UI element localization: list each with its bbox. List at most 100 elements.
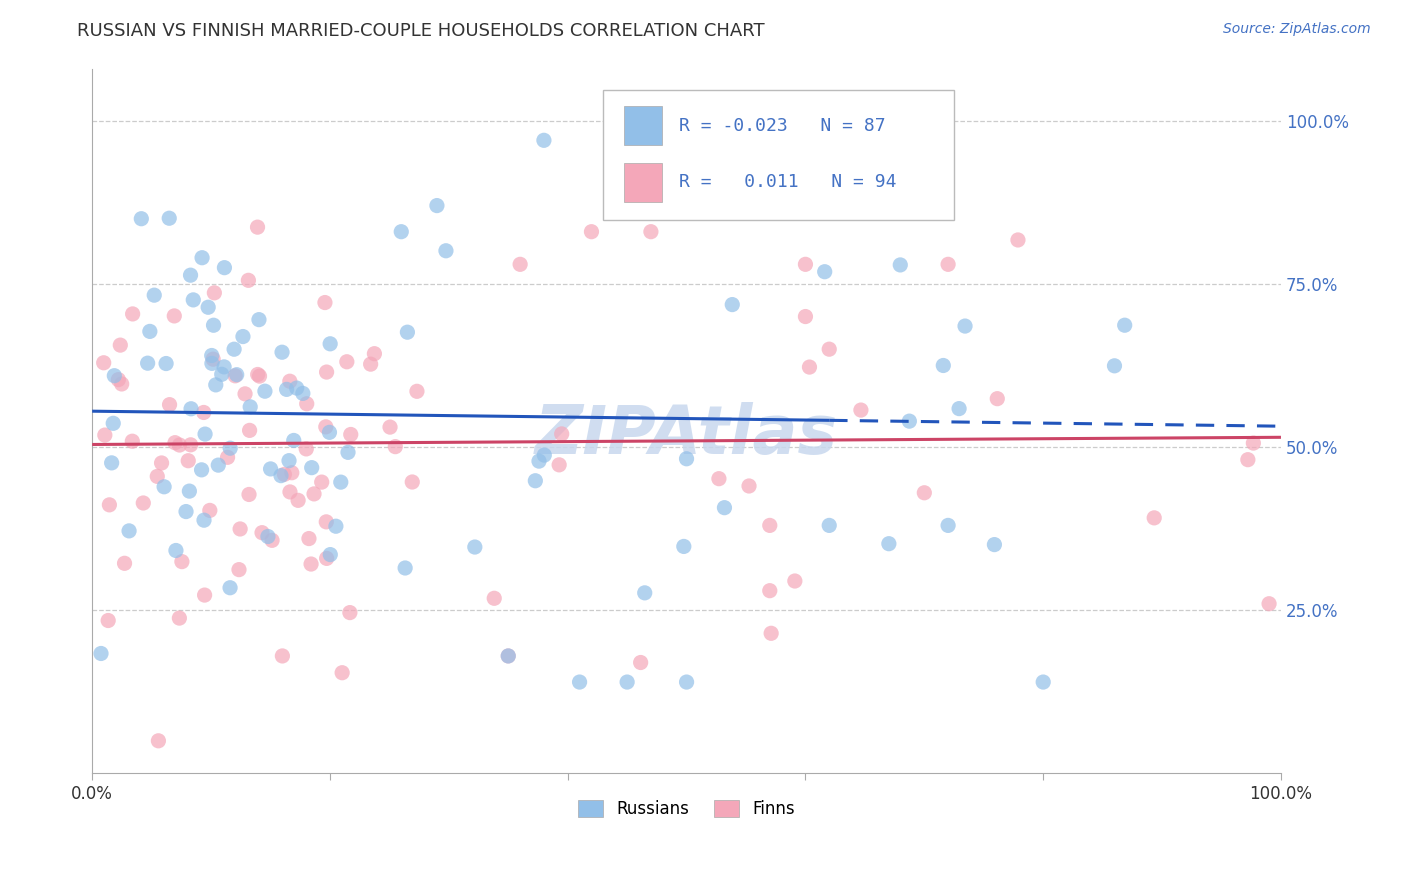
Russians [276, 383, 298, 397]
Text: Source: ZipAtlas.com: Source: ZipAtlas.com [1223, 22, 1371, 37]
Finns [707, 472, 730, 486]
Finns [94, 428, 117, 442]
Finns [1241, 436, 1264, 450]
Russians [713, 500, 735, 515]
Russians [464, 540, 486, 554]
Finns [1007, 233, 1029, 247]
Finns [314, 295, 336, 310]
Finns [849, 403, 872, 417]
Finns [1237, 452, 1260, 467]
Finns [759, 626, 782, 640]
Finns [360, 357, 382, 371]
Russians [155, 357, 177, 371]
Russians [877, 537, 900, 551]
Russians [389, 225, 412, 239]
Russians [180, 268, 202, 282]
Finns [1258, 597, 1281, 611]
Russians [818, 518, 841, 533]
Finns [315, 420, 337, 434]
Finns [114, 557, 136, 571]
Finns [97, 614, 120, 628]
Finns [551, 426, 574, 441]
Russians [396, 325, 419, 339]
Russians [675, 675, 697, 690]
Finns [295, 397, 318, 411]
Russians [253, 384, 276, 399]
Finns [783, 574, 806, 588]
Russians [983, 538, 1005, 552]
Russians [118, 524, 141, 538]
Russians [225, 368, 247, 382]
Russians [953, 319, 976, 334]
Russians [180, 401, 202, 416]
Finns [163, 309, 186, 323]
Russians [202, 318, 225, 333]
Finns [758, 583, 780, 598]
Finns [339, 427, 361, 442]
Russians [285, 381, 308, 395]
Russians [527, 454, 550, 468]
Finns [170, 555, 193, 569]
Russians [207, 458, 229, 472]
Finns [548, 458, 571, 472]
Russians [1114, 318, 1136, 333]
Finns [202, 352, 225, 367]
Finns [180, 438, 202, 452]
Finns [281, 466, 304, 480]
Text: R =   0.011   N = 94: R = 0.011 N = 94 [679, 173, 897, 192]
Finns [581, 225, 603, 239]
Finns [986, 392, 1008, 406]
Russians [191, 251, 214, 265]
Russians [219, 581, 242, 595]
Russians [143, 288, 166, 302]
Russians [194, 427, 217, 442]
Russians [533, 133, 555, 147]
Finns [121, 307, 143, 321]
Russians [153, 480, 176, 494]
Russians [212, 359, 235, 374]
Russians [239, 400, 262, 414]
Russians [259, 462, 281, 476]
Russians [270, 468, 292, 483]
Russians [174, 505, 197, 519]
Russians [721, 297, 744, 311]
Finns [311, 475, 333, 489]
Russians [197, 300, 219, 314]
Russians [139, 325, 162, 339]
Finns [1143, 511, 1166, 525]
Russians [131, 211, 153, 226]
Russians [568, 675, 591, 690]
Russians [214, 260, 236, 275]
Russians [634, 586, 657, 600]
Finns [177, 453, 200, 467]
Finns [146, 469, 169, 483]
Finns [287, 493, 309, 508]
Russians [271, 345, 294, 359]
Finns [936, 257, 959, 271]
Finns [169, 438, 191, 452]
Finns [150, 456, 173, 470]
Legend: Russians, Finns: Russians, Finns [571, 794, 801, 825]
Finns [246, 220, 269, 235]
Russians [814, 265, 837, 279]
Russians [898, 414, 921, 428]
Finns [315, 551, 337, 566]
Finns [260, 533, 283, 548]
Finns [238, 273, 260, 287]
Russians [319, 336, 342, 351]
Russians [247, 312, 270, 326]
Russians [157, 211, 180, 226]
Russians [329, 475, 352, 490]
Russians [616, 675, 638, 690]
Russians [257, 529, 280, 543]
Finns [315, 365, 337, 379]
Finns [239, 423, 262, 437]
Russians [181, 293, 204, 307]
Text: R = -0.023   N = 87: R = -0.023 N = 87 [679, 117, 886, 135]
Finns [509, 257, 531, 271]
Russians [524, 474, 547, 488]
Finns [246, 368, 269, 382]
Finns [278, 374, 301, 388]
Finns [799, 360, 821, 375]
Russians [100, 456, 122, 470]
